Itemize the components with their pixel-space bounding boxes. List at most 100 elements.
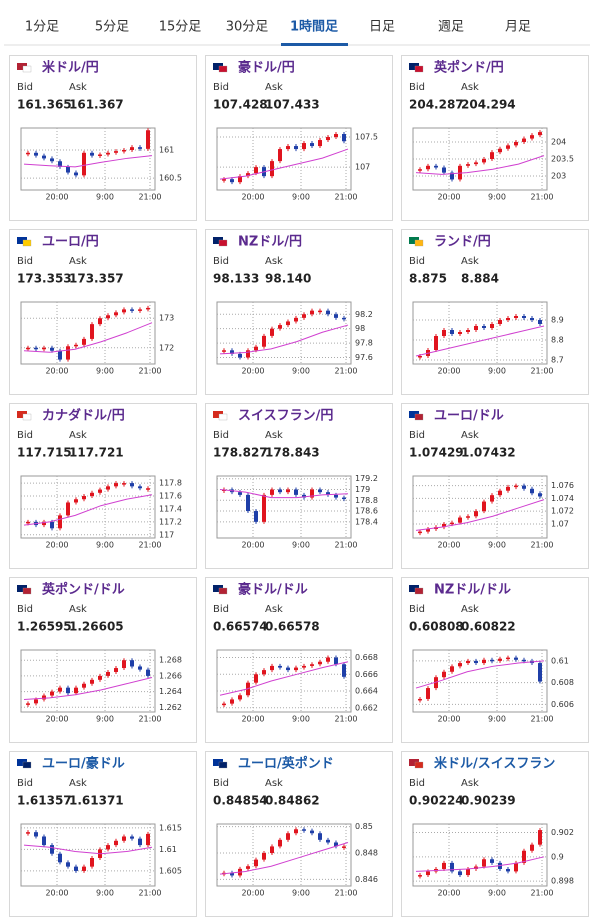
candle-body xyxy=(326,839,330,843)
bid-value: 161.365 xyxy=(17,98,72,112)
y-tick-label: 1.615 xyxy=(159,823,182,832)
flag xyxy=(409,63,419,70)
candle-body xyxy=(310,310,314,315)
pair-card[interactable]: NZドル/円 Bid Ask 98.133 98.140 20:00 9:00 21:00 97… xyxy=(205,229,393,395)
pair-name[interactable]: ユーロ/豪ドル xyxy=(42,756,125,772)
pair-name[interactable]: 米ドル/円 xyxy=(42,60,99,76)
candle-body xyxy=(418,356,422,358)
tab[interactable]: 月足 xyxy=(505,20,531,35)
candle-body xyxy=(106,671,110,676)
pair-name[interactable]: カナダドル/円 xyxy=(42,408,125,424)
candle-body xyxy=(286,321,290,326)
candle-body xyxy=(318,661,322,665)
candle-body xyxy=(74,344,78,347)
y-tick-label: 1.074 xyxy=(551,494,574,503)
candle-body xyxy=(58,687,62,692)
y-tick-label: 203.5 xyxy=(551,155,574,164)
y-tick-label: 1.266 xyxy=(159,671,182,680)
candle-body xyxy=(246,494,250,512)
pair-name[interactable]: 米ドル/スイスフラン xyxy=(434,756,555,772)
flag xyxy=(22,587,32,595)
candle-body xyxy=(74,172,78,176)
flag xyxy=(213,585,223,592)
active-tab-underline xyxy=(281,43,348,46)
y-tick-label: 1.61 xyxy=(159,845,177,854)
candle-body xyxy=(426,871,430,876)
flag xyxy=(409,237,419,244)
candle-body xyxy=(262,853,266,860)
pair-name[interactable]: 豪ドル/ドル xyxy=(238,582,308,598)
candle-body xyxy=(538,132,542,136)
x-tick-label: 21:00 xyxy=(530,889,553,898)
pair-name[interactable]: 英ポンド/円 xyxy=(433,60,504,76)
tab[interactable]: 15分足 xyxy=(159,20,202,35)
tab[interactable]: 5分足 xyxy=(95,20,129,35)
candle-body xyxy=(58,161,62,167)
pair-name[interactable]: ユーロ/ドル xyxy=(434,409,504,424)
candle-body xyxy=(310,664,314,666)
pair-name[interactable]: ランド/円 xyxy=(434,235,491,250)
y-tick-label: 173 xyxy=(159,314,174,323)
candle-body xyxy=(302,665,306,668)
ask-label: Ask xyxy=(461,778,479,789)
ask-label: Ask xyxy=(69,604,87,615)
candle-body xyxy=(318,489,322,493)
candle-body xyxy=(42,155,46,159)
pair-card[interactable]: ランド/円 Bid Ask 8.875 8.884 20:00 9:00 21:00 8.7 8.… xyxy=(401,229,589,395)
tab[interactable]: 1時間足 xyxy=(290,19,339,35)
candle-body xyxy=(222,350,226,352)
candle-body xyxy=(254,674,258,683)
candle-body xyxy=(230,350,234,354)
y-tick-label: 0.666 xyxy=(355,670,378,679)
candle-body xyxy=(530,135,534,139)
bid-label: Bid xyxy=(17,604,33,615)
candle-body xyxy=(318,833,322,840)
pair-name[interactable]: NZドル/ドル xyxy=(434,583,511,598)
flag xyxy=(414,239,424,247)
candle-body xyxy=(66,687,70,694)
candle-body xyxy=(50,691,54,696)
pair-name[interactable]: 豪ドル/円 xyxy=(238,60,295,76)
candle-body xyxy=(294,317,298,322)
y-tick-label: 203 xyxy=(551,172,566,181)
pair-name[interactable]: スイスフラン/円 xyxy=(238,409,333,424)
plot-frame xyxy=(216,301,352,365)
ask-value: 0.84862 xyxy=(265,794,320,808)
tab[interactable]: 1分足 xyxy=(25,20,59,35)
y-tick-label: 0.848 xyxy=(355,849,378,858)
flag xyxy=(218,239,228,247)
pair-name[interactable]: NZドル/円 xyxy=(238,235,302,250)
y-tick-label: 179 xyxy=(355,485,370,494)
x-tick-label: 20:00 xyxy=(45,889,68,898)
y-tick-label: 178.4 xyxy=(355,517,378,526)
candle-body xyxy=(522,316,526,318)
candle-body xyxy=(98,154,102,156)
candle-body xyxy=(286,489,290,493)
candle-body xyxy=(42,521,46,526)
pair-name[interactable]: ユーロ/英ポンド xyxy=(238,756,334,772)
tab[interactable]: 30分足 xyxy=(226,20,269,35)
bid-label: Bid xyxy=(17,82,33,93)
pair-name[interactable]: ユーロ/円 xyxy=(42,235,99,250)
moving-average xyxy=(415,856,545,872)
tab[interactable]: 週足 xyxy=(438,20,464,35)
pair-name[interactable]: 英ポンド/ドル xyxy=(41,582,125,598)
candle-body xyxy=(254,859,258,867)
candle-body xyxy=(130,660,134,667)
candle-body xyxy=(418,169,422,171)
bid-value: 107.428 xyxy=(213,98,268,112)
tab[interactable]: 日足 xyxy=(369,20,395,35)
